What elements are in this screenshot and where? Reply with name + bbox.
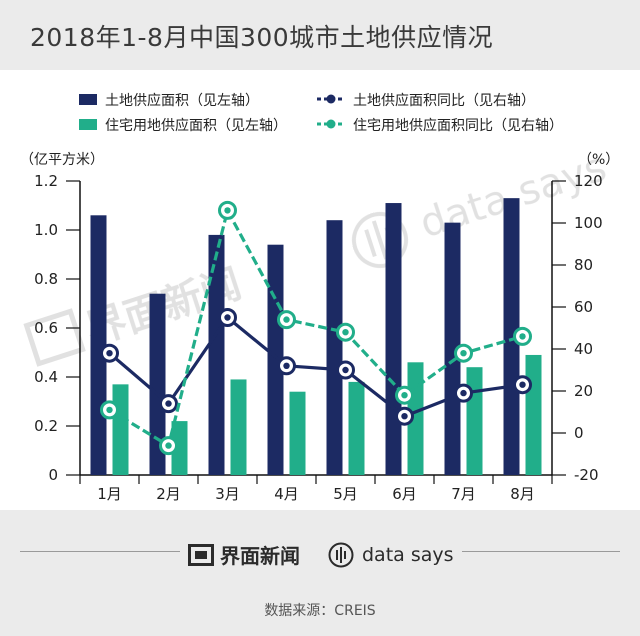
- bar-res-area: [466, 367, 483, 475]
- data-says-logo-icon: [328, 542, 354, 568]
- left-tick-label: 1.0: [34, 221, 58, 239]
- x-tick-label: 7月: [451, 485, 476, 503]
- line-land-yoy: [108, 315, 523, 418]
- x-tick-label: 8月: [510, 485, 535, 503]
- point-land-yoy-center: [401, 413, 408, 420]
- legend-res-yoy-label: 住宅用地供应面积同比（见右轴）: [353, 117, 563, 134]
- left-tick-label: 1.2: [34, 172, 58, 190]
- bar-land-area: [444, 222, 461, 475]
- legend-land-area-label: 土地供应面积（见左轴）: [105, 92, 259, 109]
- x-tick-label: 4月: [274, 485, 299, 503]
- point-res-yoy-center: [106, 406, 113, 414]
- lines: [100, 200, 532, 456]
- left-tick-label: 0.4: [34, 368, 58, 386]
- point-land-yoy-center: [283, 362, 290, 369]
- footer-brand: 界面新闻 data says: [188, 540, 454, 569]
- bar-land-area: [503, 198, 520, 475]
- legend-res-yoy-marker: [317, 119, 345, 129]
- bar-land-area: [267, 244, 284, 475]
- legend-res-area-swatch: [79, 119, 97, 130]
- x-tick-label: 5月: [333, 485, 358, 503]
- point-land-yoy-center: [224, 314, 231, 321]
- footer-divider-left: [20, 551, 180, 552]
- point-res-yoy-center: [460, 350, 467, 357]
- title-bar: 2018年1-8月中国300城市土地供应情况: [0, 0, 640, 70]
- bar-res-area: [525, 354, 542, 475]
- bar-res-area: [230, 379, 247, 475]
- bar-land-area: [149, 293, 166, 475]
- point-res-yoy-center: [519, 333, 526, 340]
- point-land-yoy-center: [519, 381, 526, 388]
- footer-divider-right: [462, 551, 620, 552]
- left-tick-label: 0.2: [34, 417, 58, 435]
- bar-res-area: [348, 381, 365, 475]
- left-axis-unit: （亿平方米）: [20, 152, 104, 168]
- x-axis-labels: 1月 2月 3月 4月 5月 6月 7月 8月: [97, 485, 535, 503]
- legend-res-area-label: 住宅用地供应面积（见左轴）: [105, 117, 287, 134]
- bar-land-area: [326, 220, 343, 475]
- right-tick-label: 60: [574, 298, 593, 316]
- right-tick-label: 40: [574, 340, 593, 358]
- bar-res-area: [112, 384, 129, 475]
- point-land-yoy-center: [342, 366, 349, 374]
- bar-land-area: [385, 203, 402, 476]
- point-res-yoy-center: [342, 329, 349, 336]
- left-tick-label: 0.8: [34, 270, 58, 288]
- point-land-yoy-center: [106, 350, 113, 357]
- legend: 土地供应面积（见左轴） 住宅用地供应面积（见左轴） 土地供应面积同比（见右轴） …: [79, 92, 563, 134]
- footer-brand-name: 界面新闻: [220, 544, 300, 568]
- line-res-yoy: [108, 208, 523, 448]
- x-tick-label: 1月: [97, 485, 122, 503]
- data-source: 数据来源：CREIS: [264, 603, 376, 619]
- point-land-yoy-center: [460, 389, 467, 397]
- left-tick-label: 0.6: [34, 319, 58, 337]
- chart-title: 2018年1-8月中国300城市土地供应情况: [30, 23, 494, 52]
- right-tick-label: 80: [574, 256, 593, 274]
- jiemian-logo-icon: [188, 543, 214, 567]
- right-tick-label: 120: [574, 172, 603, 190]
- x-tick-label: 2月: [156, 485, 181, 503]
- legend-land-area-swatch: [79, 94, 97, 105]
- point-res-yoy-center: [401, 392, 408, 399]
- chart-svg: 界面新闻 data says 土地供应面积（见左轴） 住宅用地供应面积（见左轴）…: [20, 92, 619, 503]
- legend-land-yoy-marker: [317, 94, 345, 104]
- right-tick-label: -20: [574, 466, 599, 484]
- x-tick-label: 6月: [392, 485, 417, 503]
- footer-partner-name: data says: [362, 543, 454, 566]
- left-tick-label: 0: [48, 466, 58, 484]
- point-res-yoy-center: [165, 442, 172, 449]
- right-tick-label: 100: [574, 214, 603, 232]
- bars: [90, 198, 542, 476]
- bar-land-area: [90, 215, 107, 476]
- legend-land-yoy-label: 土地供应面积同比（见右轴）: [353, 92, 535, 109]
- point-res-yoy-center: [224, 207, 231, 214]
- bar-res-area: [171, 421, 188, 475]
- right-tick-label: 0: [574, 424, 584, 442]
- right-axis-unit: （%）: [578, 152, 619, 168]
- right-tick-label: 20: [574, 382, 593, 400]
- bar-land-area: [208, 234, 225, 475]
- x-tick-label: 3月: [215, 485, 240, 503]
- point-res-yoy-center: [283, 316, 290, 323]
- bar-res-area: [289, 391, 306, 475]
- point-land-yoy-center: [165, 400, 172, 407]
